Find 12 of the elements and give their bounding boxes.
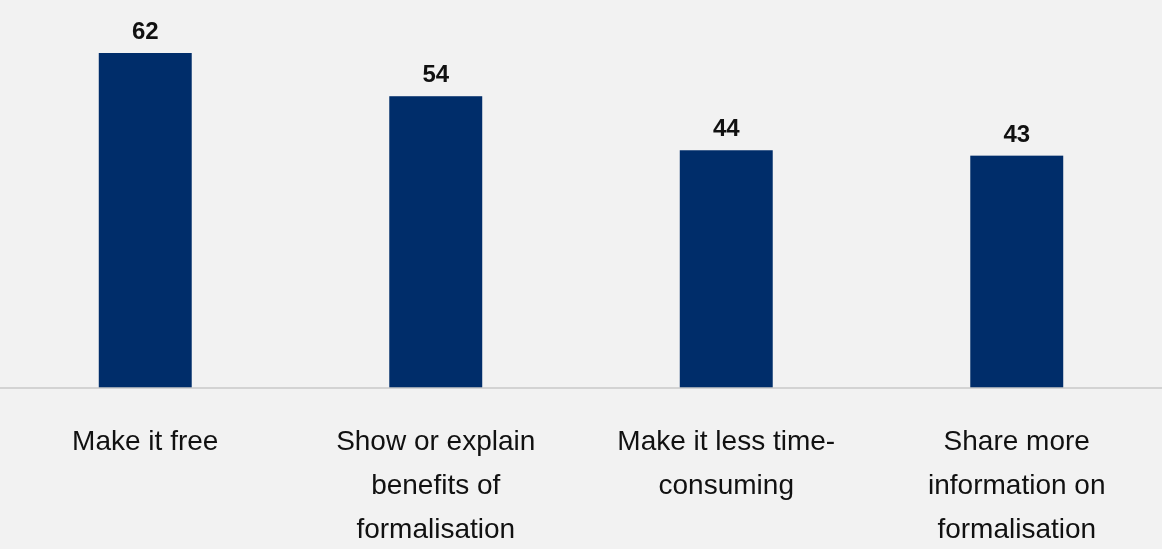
x-tick-label: Make it free: [72, 425, 219, 456]
bar: [389, 96, 483, 388]
data-label: 43: [1003, 119, 1031, 147]
x-tick-label: Show or explain benefits of formalisation: [336, 425, 536, 544]
data-label: 44: [712, 114, 741, 142]
data-label: 62: [131, 17, 159, 44]
data-label: 54: [422, 60, 450, 88]
bar: [970, 155, 1064, 388]
x-tick-label: Share more information on formalisation: [928, 425, 1106, 544]
x-tick-label: Make it less time-consuming: [617, 425, 836, 500]
bar: [679, 150, 773, 388]
bar: [98, 53, 192, 388]
